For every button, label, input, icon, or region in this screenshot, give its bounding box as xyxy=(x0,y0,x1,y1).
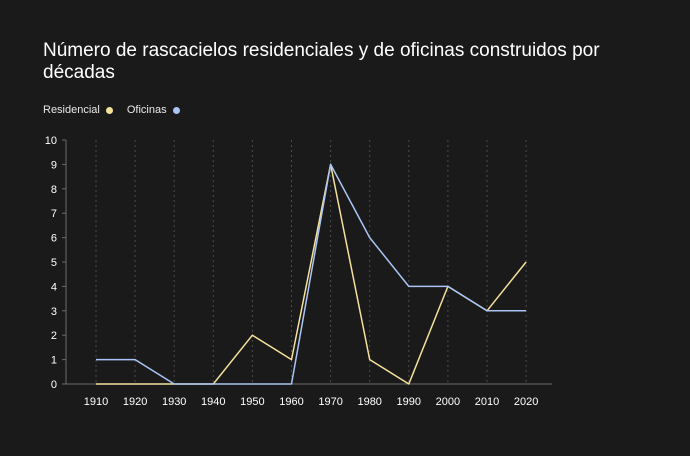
y-tick-label-8: 8 xyxy=(51,184,57,196)
y-tick-label-10: 10 xyxy=(45,135,57,147)
y-tick-label-6: 6 xyxy=(51,233,57,245)
legend-label-oficinas: Oficinas xyxy=(126,104,167,116)
x-tick-label-2000: 2000 xyxy=(436,396,460,408)
x-tick-label-1920: 1920 xyxy=(123,396,147,408)
y-tick-label-1: 1 xyxy=(51,355,57,367)
legend-item-residencial[interactable]: Residencial xyxy=(43,104,113,116)
legend-dot-oficinas xyxy=(172,106,180,114)
x-tick-label-2010: 2010 xyxy=(475,396,499,408)
x-tick-label-1990: 1990 xyxy=(397,396,421,408)
chart-title: Número de rascacielos residenciales y de… xyxy=(43,40,600,83)
y-tick-label-7: 7 xyxy=(51,208,57,220)
y-tick-label-4: 4 xyxy=(51,281,57,293)
series-line-oficinas xyxy=(96,163,527,385)
x-tick-label-1910: 1910 xyxy=(84,396,108,408)
y-tick-label-9: 9 xyxy=(51,159,57,171)
y-tick-label-2: 2 xyxy=(51,330,57,342)
legend-item-oficinas[interactable]: Oficinas xyxy=(127,104,180,116)
x-tick-label-1930: 1930 xyxy=(162,396,186,408)
x-tick-label-1980: 1980 xyxy=(357,396,381,408)
x-tick-label-1950: 1950 xyxy=(240,396,264,408)
x-tick-label-1960: 1960 xyxy=(279,396,303,408)
y-tick-label-5: 5 xyxy=(51,257,57,269)
x-tick-label-1970: 1970 xyxy=(318,396,342,408)
legend-dot-residencial xyxy=(105,106,113,114)
y-tick-label-3: 3 xyxy=(51,306,57,318)
x-tick-label-1940: 1940 xyxy=(201,396,225,408)
legend-label-residencial: Residencial xyxy=(43,104,100,116)
legend: Residencial Oficinas xyxy=(43,104,194,116)
x-tick-label-2020: 2020 xyxy=(514,396,538,408)
y-tick-label-0: 0 xyxy=(51,379,57,391)
